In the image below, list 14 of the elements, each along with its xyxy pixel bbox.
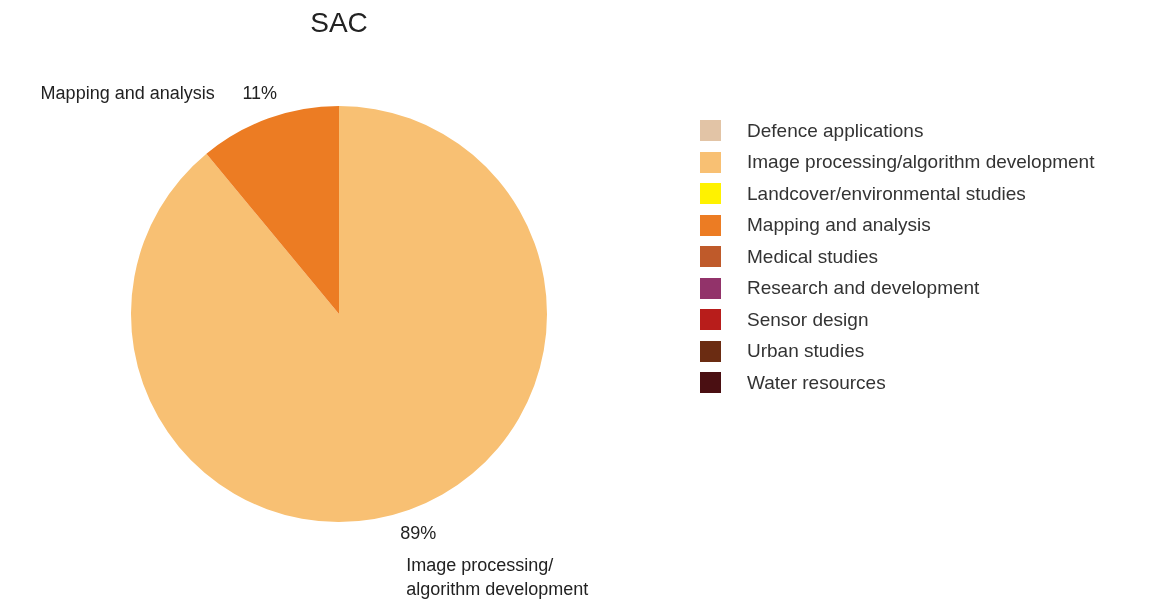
slice-label: Mapping and analysis: [40, 82, 215, 103]
legend-label: Water resources: [747, 371, 886, 394]
chart-title: SAC: [310, 6, 368, 38]
legend-label: Landcover/environmental studies: [747, 182, 1026, 205]
legend-label: Research and development: [747, 277, 980, 300]
data-label: 89%: [400, 523, 437, 544]
legend-label: Mapping and analysis: [747, 214, 931, 237]
slice-label: Image processing/algorithm development: [406, 555, 589, 600]
legend-label: Medical studies: [747, 245, 878, 268]
legend-label: Sensor design: [747, 308, 869, 331]
legend-label: Defence applications: [747, 119, 924, 142]
legend-label: Image processing/algorithm development: [747, 151, 1095, 174]
legend-label: Urban studies: [747, 340, 865, 363]
data-label: 11%: [242, 82, 278, 103]
